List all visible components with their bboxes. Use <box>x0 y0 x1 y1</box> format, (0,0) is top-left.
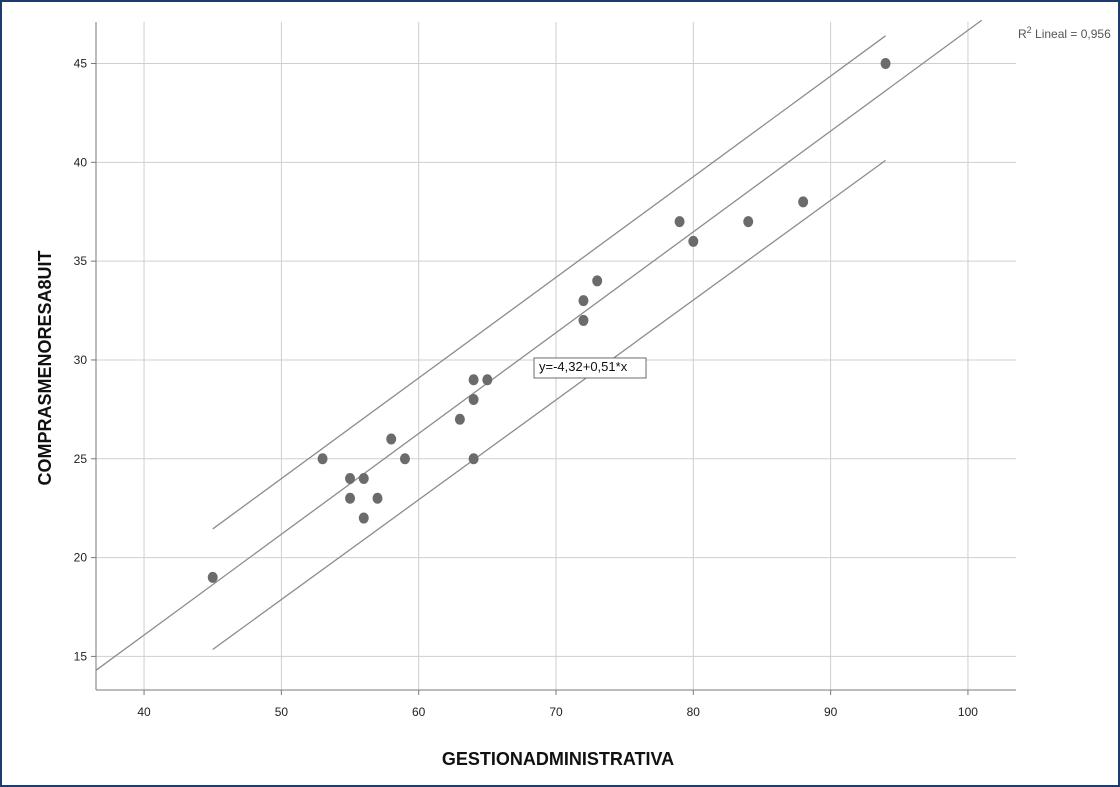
data-point <box>468 393 479 405</box>
data-point <box>468 453 479 465</box>
y-tick-label: 30 <box>74 353 88 367</box>
data-point <box>207 571 218 583</box>
data-point <box>743 216 754 228</box>
data-point <box>578 295 589 307</box>
data-point <box>317 453 328 465</box>
equation-box <box>533 357 647 379</box>
y-tick-label: 15 <box>74 649 88 663</box>
annotations: y=-4,32+0,51*x R2 Lineal = 0,956 <box>533 25 1111 379</box>
r-squared-prefix: R <box>1018 27 1027 41</box>
data-point <box>358 473 369 485</box>
x-tick-label: 80 <box>687 705 701 719</box>
data-point <box>386 433 397 445</box>
y-tick-label: 40 <box>74 155 88 169</box>
tick-labels: 40 50 60 70 80 90 100 15 20 25 30 35 40 45 <box>74 57 979 719</box>
y-tick-label: 20 <box>74 551 88 565</box>
x-tick-label: 90 <box>824 705 838 719</box>
equation-label: y=-4,32+0,51*x <box>539 359 628 374</box>
y-tick-label: 45 <box>74 57 88 71</box>
interval-line-lower <box>212 159 886 651</box>
interval-line-upper <box>212 35 886 530</box>
grid-lines <box>96 22 1016 690</box>
data-point <box>372 492 383 504</box>
regression-lines <box>95 19 983 671</box>
x-tick-label: 100 <box>958 705 978 719</box>
data-point <box>399 453 410 465</box>
data-point <box>482 374 493 386</box>
data-point <box>688 235 699 247</box>
x-tick-label: 70 <box>549 705 563 719</box>
x-axis-title: GESTIONADMINISTRATIVA <box>442 749 674 769</box>
data-point <box>578 314 589 326</box>
data-point <box>592 275 603 287</box>
data-point <box>358 512 369 524</box>
data-point <box>345 492 356 504</box>
y-axis-title: COMPRASMENORESA8UIT <box>35 250 55 485</box>
x-tick-label: 40 <box>137 705 151 719</box>
data-point <box>798 196 809 208</box>
y-tick-label: 25 <box>74 452 88 466</box>
x-tick-label: 60 <box>412 705 426 719</box>
x-tick-label: 50 <box>275 705 289 719</box>
data-point <box>674 216 685 228</box>
r-squared-superscript: 2 <box>1027 25 1032 35</box>
data-point <box>880 58 891 70</box>
data-points <box>207 58 891 583</box>
data-point <box>468 374 479 386</box>
r-squared-suffix: Lineal = 0,956 <box>1032 27 1111 41</box>
data-point <box>454 413 465 425</box>
y-tick-label: 35 <box>74 254 88 268</box>
r-squared-label: R2 Lineal = 0,956 <box>1018 25 1111 41</box>
fit-line <box>95 19 983 671</box>
data-point <box>345 473 356 485</box>
